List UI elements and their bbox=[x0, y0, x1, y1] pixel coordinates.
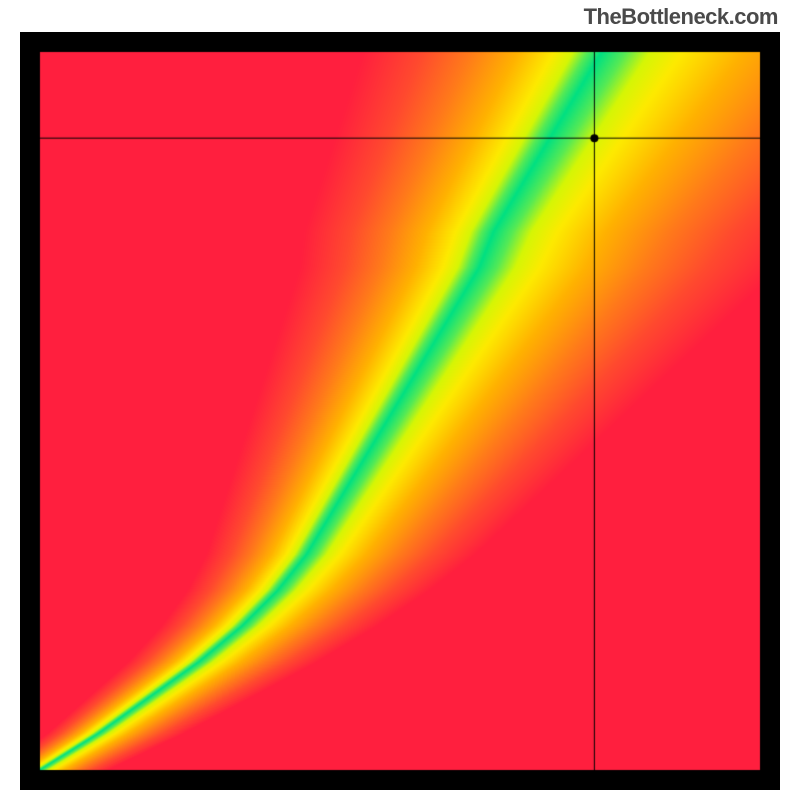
bottleneck-heatmap bbox=[20, 32, 780, 790]
watermark-text: TheBottleneck.com bbox=[584, 4, 778, 30]
